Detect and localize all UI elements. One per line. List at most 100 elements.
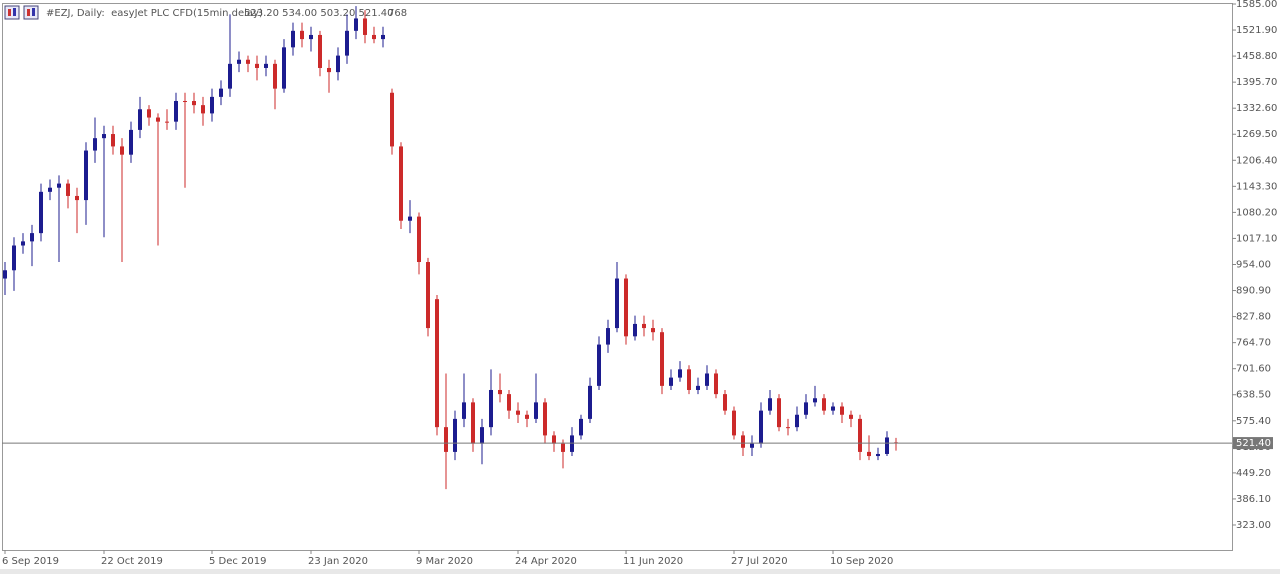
candle-body bbox=[507, 394, 511, 411]
y-tick-label: 638.50 bbox=[1236, 390, 1271, 401]
y-tick-label: 1080.20 bbox=[1236, 207, 1277, 218]
candle-body bbox=[489, 389, 493, 428]
candle-body bbox=[390, 92, 394, 147]
candle-body bbox=[795, 414, 799, 428]
candle-body bbox=[408, 216, 412, 221]
candle-body bbox=[345, 30, 349, 56]
candle-body bbox=[66, 183, 70, 196]
candle-body bbox=[732, 410, 736, 436]
candle-body bbox=[570, 435, 574, 452]
candle-body bbox=[57, 183, 61, 188]
candle-body bbox=[597, 344, 601, 386]
candle-body bbox=[804, 402, 808, 415]
candle-body bbox=[21, 241, 25, 246]
candle-body bbox=[606, 328, 610, 345]
candle-body bbox=[867, 451, 871, 457]
candle-body bbox=[39, 191, 43, 234]
x-tick-label: 24 Apr 2020 bbox=[515, 556, 577, 567]
candle-body bbox=[642, 323, 646, 329]
y-tick-label: 1332.60 bbox=[1236, 103, 1277, 114]
plot-frame bbox=[2, 3, 1233, 551]
candle-body bbox=[777, 398, 781, 428]
y-tick-label: 1458.80 bbox=[1236, 51, 1277, 62]
candle-body bbox=[822, 398, 826, 411]
candle-body bbox=[255, 63, 259, 68]
candle-body bbox=[417, 216, 421, 263]
candle-body bbox=[462, 402, 466, 419]
y-tick-label: 323.00 bbox=[1236, 520, 1271, 531]
candle-body bbox=[588, 385, 592, 419]
candle-body bbox=[543, 402, 547, 436]
candle-body bbox=[246, 59, 250, 64]
candle-body bbox=[354, 18, 358, 31]
candle-body bbox=[300, 30, 304, 40]
y-tick-label: 701.60 bbox=[1236, 364, 1271, 375]
candle-body bbox=[183, 101, 187, 103]
candle-body bbox=[579, 418, 583, 436]
candle-body bbox=[516, 410, 520, 415]
y-tick-label: 827.80 bbox=[1236, 312, 1271, 323]
scroll-bar bbox=[0, 569, 1280, 574]
header-ohlc: 523.20 534.00 503.20 521.40 bbox=[244, 8, 394, 19]
candle-body bbox=[156, 117, 160, 122]
candle-body bbox=[291, 30, 295, 48]
candle-body bbox=[741, 435, 745, 448]
candle-body bbox=[399, 146, 403, 221]
candle-body bbox=[435, 299, 439, 428]
candle-body bbox=[327, 67, 331, 73]
y-tick-label: 1585.00 bbox=[1236, 0, 1277, 10]
current-price-label: 521.40 bbox=[1236, 438, 1271, 449]
x-tick-label: 22 Oct 2019 bbox=[101, 556, 163, 567]
candle-body bbox=[93, 138, 97, 151]
candle-body bbox=[840, 406, 844, 415]
chart-icon bbox=[4, 5, 39, 20]
candle-body bbox=[651, 328, 655, 333]
candle-body bbox=[219, 88, 223, 97]
candle-body bbox=[138, 109, 142, 130]
x-tick-label: 5 Dec 2019 bbox=[209, 556, 267, 567]
header-volume: 768 bbox=[388, 8, 407, 19]
candle-body bbox=[705, 373, 709, 386]
candle-body bbox=[480, 427, 484, 444]
y-tick-label: 449.20 bbox=[1236, 468, 1271, 479]
candle-body bbox=[561, 443, 565, 452]
candle-body bbox=[381, 34, 385, 40]
current-price-box bbox=[1233, 437, 1273, 450]
candle-body bbox=[120, 146, 124, 155]
candle-body bbox=[885, 437, 889, 454]
candle-body bbox=[444, 427, 448, 452]
candle-body bbox=[750, 443, 754, 448]
y-tick-label: 954.00 bbox=[1236, 259, 1271, 270]
candle-body bbox=[498, 389, 502, 395]
candle-body bbox=[660, 332, 664, 386]
candle-body bbox=[282, 47, 286, 89]
x-tick-label: 10 Sep 2020 bbox=[830, 556, 893, 567]
candle-body bbox=[309, 34, 313, 40]
candle-body bbox=[696, 385, 700, 390]
y-tick-label: 1017.10 bbox=[1236, 233, 1277, 244]
candle-body bbox=[678, 369, 682, 378]
candle-body bbox=[813, 398, 817, 403]
candle-body bbox=[633, 323, 637, 337]
candle-body bbox=[174, 101, 178, 122]
candle-body bbox=[714, 373, 718, 395]
candle-body bbox=[237, 59, 241, 64]
candle-body bbox=[165, 121, 169, 123]
candle-body bbox=[687, 369, 691, 390]
candle-body bbox=[111, 134, 115, 147]
candle-body bbox=[534, 402, 538, 419]
candle-body bbox=[192, 101, 196, 106]
candle-body bbox=[30, 233, 34, 242]
y-tick-label: 1521.90 bbox=[1236, 25, 1277, 36]
y-tick-label: 1206.40 bbox=[1236, 155, 1277, 166]
candle-body bbox=[615, 278, 619, 329]
candle-body bbox=[3, 270, 7, 279]
candle-body bbox=[363, 18, 367, 35]
candle-body bbox=[228, 63, 232, 89]
candle-body bbox=[831, 406, 835, 411]
candle-body bbox=[336, 55, 340, 73]
candle-body bbox=[426, 262, 430, 329]
candle-body bbox=[669, 377, 673, 386]
candle-body bbox=[75, 195, 79, 201]
